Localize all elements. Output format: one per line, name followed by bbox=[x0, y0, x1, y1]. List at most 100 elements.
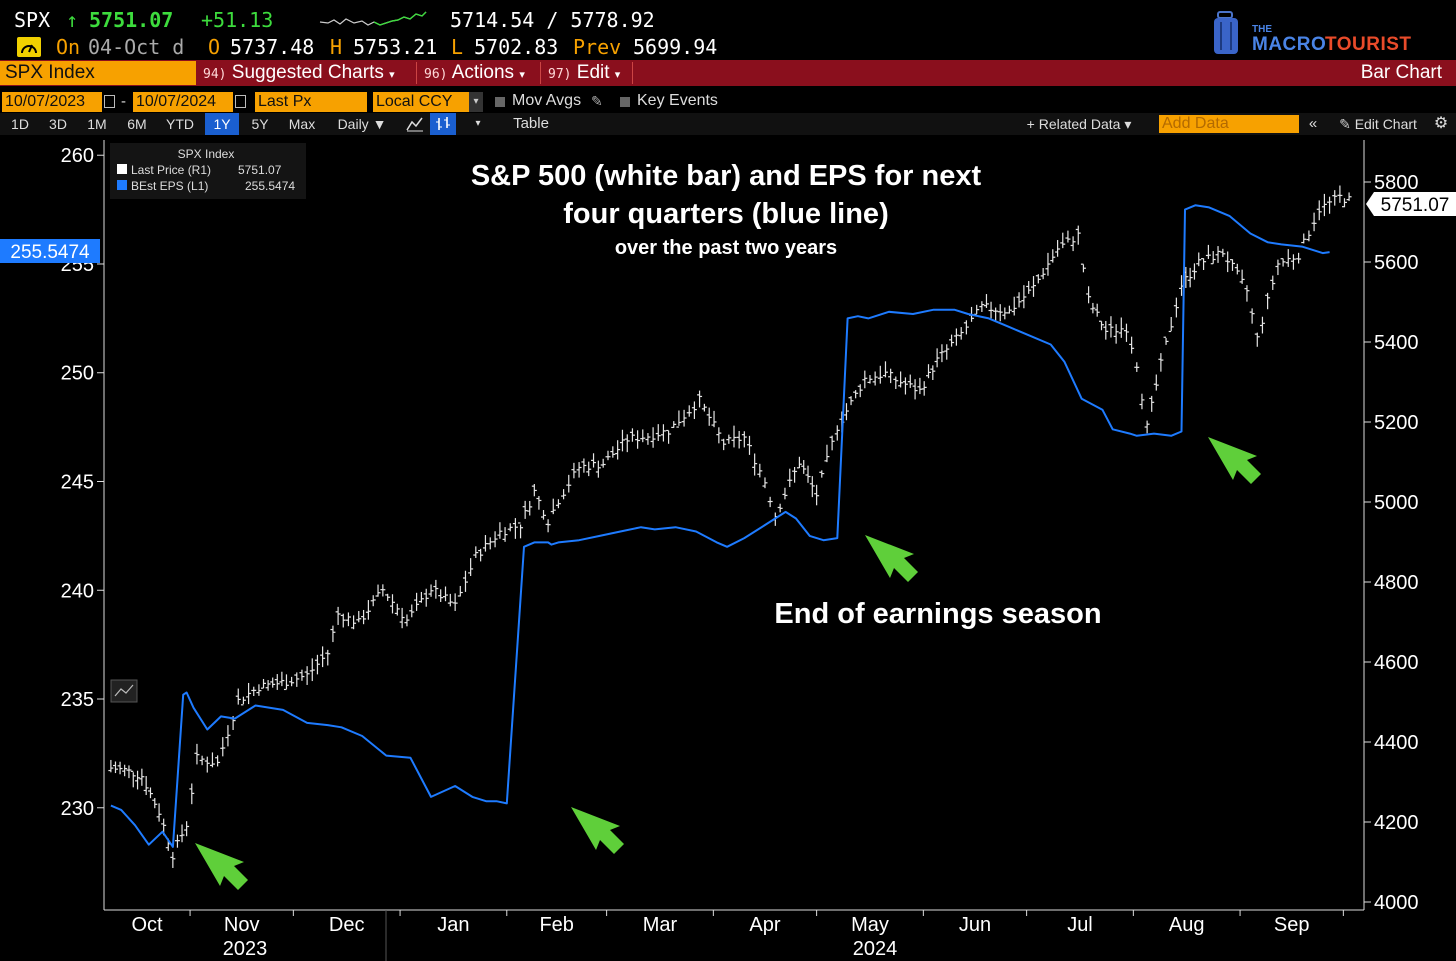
key-events-checkbox[interactable] bbox=[620, 97, 630, 107]
chevron-down-icon[interactable]: ▾ bbox=[475, 118, 481, 129]
price-bar bbox=[1139, 393, 1145, 410]
year-label: 2023 bbox=[223, 938, 268, 960]
price-bar bbox=[1065, 230, 1071, 243]
price-bar bbox=[1149, 395, 1155, 412]
price-bar bbox=[414, 592, 420, 611]
price-bar bbox=[541, 509, 547, 520]
price-bar bbox=[635, 430, 641, 449]
table-button[interactable]: Table bbox=[513, 115, 549, 132]
legend-label-eps: BEst EPS (L1) bbox=[131, 179, 208, 193]
period-1m[interactable]: 1M bbox=[87, 116, 107, 132]
price-bar bbox=[294, 672, 300, 687]
month-label: Jan bbox=[437, 914, 469, 936]
menu-edit[interactable]: 97) Edit ▾ bbox=[548, 62, 621, 83]
mini-chart-icon[interactable] bbox=[110, 679, 138, 703]
related-data-button[interactable]: + Related Data ▾ bbox=[1026, 116, 1132, 132]
quote-header: SPX ↑ 5751.07 +51.13 5714.54 / 5778.92 O… bbox=[0, 0, 1456, 60]
period-3d[interactable]: 3D bbox=[49, 116, 67, 132]
chart-title-line2: four quarters (blue line) bbox=[563, 198, 888, 230]
period-1y[interactable]: 1Y bbox=[205, 113, 239, 135]
price-bar bbox=[561, 489, 567, 500]
price-bar bbox=[829, 435, 835, 451]
edit-chart-button[interactable]: ✎ Edit Chart bbox=[1339, 116, 1417, 132]
x-axis: Oct Nov Dec Jan Feb Mar Apr May Jun Jul Aug Sep 2023… bbox=[131, 910, 1344, 960]
period-ytd[interactable]: YTD bbox=[166, 116, 194, 132]
gear-icon[interactable]: ⚙ bbox=[1433, 115, 1449, 132]
arrow-annotations bbox=[195, 437, 1261, 890]
price-bar bbox=[246, 682, 252, 705]
price-bar bbox=[983, 294, 989, 308]
field-select[interactable]: Last Px bbox=[255, 92, 367, 112]
price-bar bbox=[1113, 324, 1119, 344]
security-field[interactable]: SPX Index bbox=[0, 61, 196, 85]
period-5y[interactable]: 5Y bbox=[251, 116, 269, 132]
price-bar bbox=[1259, 316, 1265, 334]
prev-value: 5699.94 bbox=[633, 35, 718, 59]
price-bar bbox=[399, 607, 405, 629]
month-label: Sep bbox=[1274, 914, 1310, 936]
end-date-field[interactable]: 10/07/2024 bbox=[133, 92, 233, 112]
price-bar bbox=[671, 421, 677, 429]
price-bar bbox=[447, 593, 453, 607]
chevron-down-icon[interactable]: ▾ bbox=[469, 92, 483, 112]
open-label: O bbox=[208, 35, 221, 59]
price-bar bbox=[179, 824, 185, 843]
price-bar bbox=[170, 851, 176, 868]
menu-bar: SPX Index 94) Suggested Charts ▾ 96) Act… bbox=[0, 60, 1456, 86]
menu-actions[interactable]: 96) Actions ▾ bbox=[424, 62, 525, 83]
collapse-icon[interactable]: « bbox=[1308, 115, 1318, 132]
price-bar bbox=[1229, 259, 1235, 271]
price-bar bbox=[610, 446, 616, 458]
gauge-icon[interactable] bbox=[17, 37, 41, 57]
calendar-icon[interactable] bbox=[235, 95, 246, 108]
price-bar bbox=[1055, 240, 1061, 257]
price-bar bbox=[240, 696, 246, 706]
add-data-input[interactable]: Add Data bbox=[1159, 115, 1299, 133]
period-max[interactable]: Max bbox=[288, 116, 316, 132]
price-bar bbox=[375, 584, 381, 597]
prev-label: Prev bbox=[573, 35, 622, 59]
chart-type-label: Bar Chart bbox=[1360, 62, 1442, 83]
period-6m[interactable]: 6M bbox=[127, 116, 147, 132]
price-bar bbox=[428, 584, 434, 597]
frequency-select[interactable]: Daily ▼ bbox=[337, 116, 387, 132]
price-bar bbox=[462, 570, 468, 592]
eps-series bbox=[110, 204, 1330, 848]
price-bar bbox=[857, 384, 863, 398]
price-bar bbox=[681, 409, 687, 427]
price-bar bbox=[361, 609, 367, 625]
legend-value-price: 5751.07 bbox=[238, 163, 282, 177]
line-chart-icon[interactable] bbox=[402, 113, 428, 135]
low-value: 5702.83 bbox=[474, 35, 559, 59]
price-bar bbox=[666, 429, 672, 444]
price-bar bbox=[135, 770, 141, 790]
period-1d[interactable]: 1D bbox=[11, 116, 29, 132]
bar-chart-icon[interactable] bbox=[430, 113, 456, 135]
price-bar bbox=[274, 674, 280, 690]
legend-label-price: Last Price (R1) bbox=[131, 163, 211, 177]
price-bar bbox=[1187, 267, 1193, 288]
price-bar bbox=[320, 646, 326, 668]
price-bar bbox=[220, 737, 226, 757]
month-label: Feb bbox=[539, 914, 573, 936]
price-bar bbox=[1123, 323, 1129, 342]
price-bar bbox=[1296, 252, 1302, 264]
price-bar bbox=[204, 756, 210, 773]
day-range: 5714.54 / 5778.92 bbox=[450, 8, 655, 32]
month-label: Jun bbox=[959, 914, 991, 936]
price-bar bbox=[902, 377, 908, 395]
right-tick-label: 4200 bbox=[1374, 812, 1419, 834]
menu-suggested-charts[interactable]: 94) Suggested Charts ▾ bbox=[203, 62, 395, 83]
ticker[interactable]: SPX bbox=[14, 8, 51, 32]
price-bar bbox=[814, 484, 820, 506]
price-bar bbox=[566, 474, 572, 493]
price-bar bbox=[265, 680, 271, 691]
price-bar bbox=[1265, 292, 1271, 310]
start-date-field[interactable]: 10/07/2023 bbox=[2, 92, 102, 112]
chart-title-line1: S&P 500 (white bar) and EPS for next bbox=[471, 160, 982, 192]
pencil-icon[interactable]: ✎ bbox=[591, 93, 603, 109]
mov-avgs-checkbox[interactable] bbox=[495, 97, 505, 107]
calendar-icon[interactable] bbox=[104, 95, 115, 108]
currency-select[interactable]: Local CCY bbox=[373, 92, 469, 112]
